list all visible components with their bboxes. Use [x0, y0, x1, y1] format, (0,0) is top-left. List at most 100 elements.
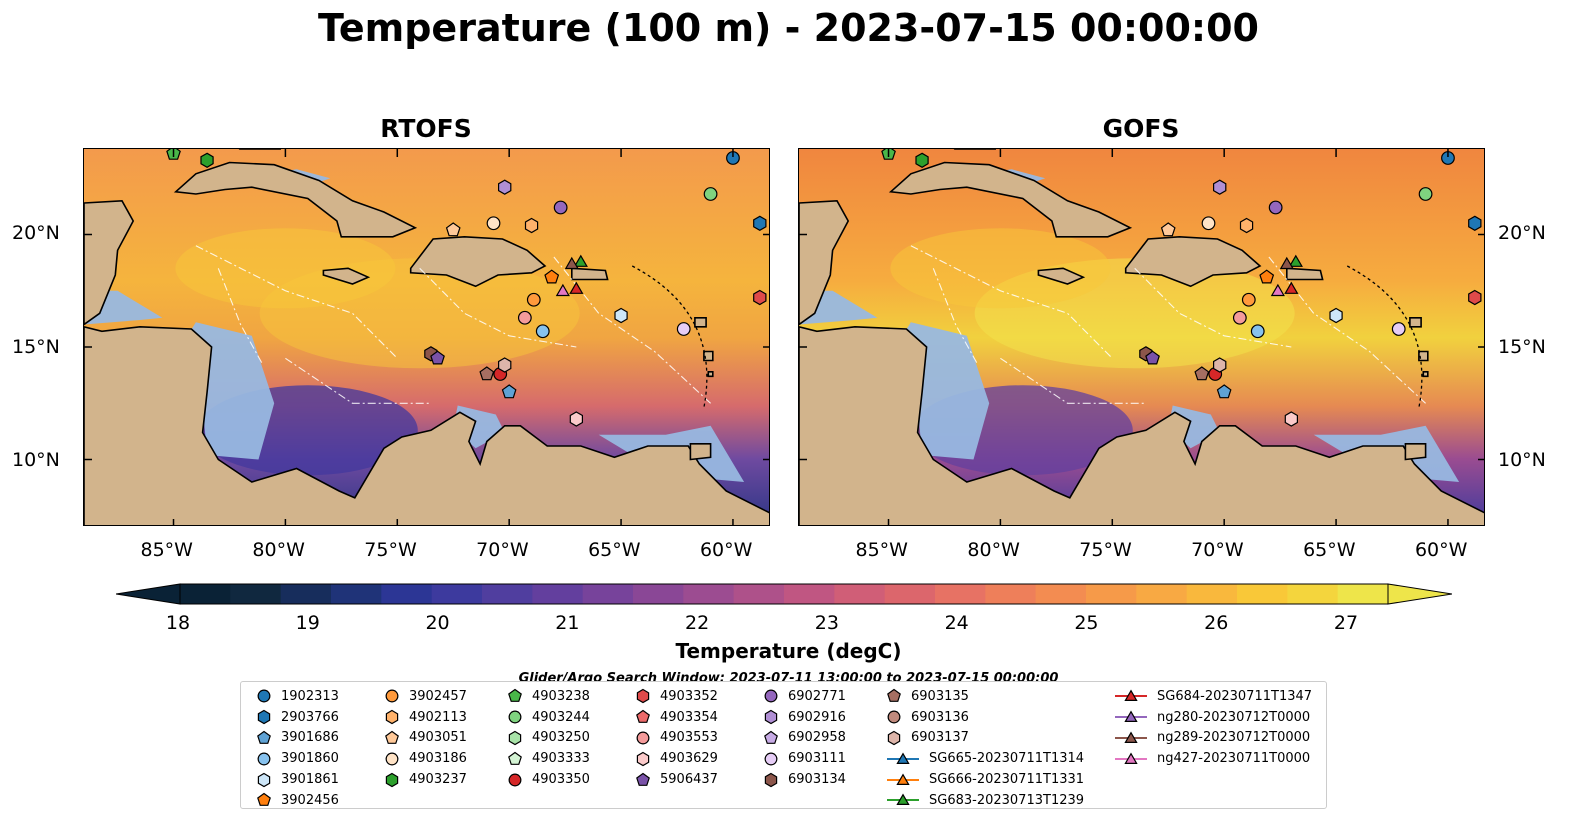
legend-label: 3902456: [281, 792, 339, 808]
circle-marker-icon: [508, 773, 522, 787]
legend-marker[interactable]: [636, 772, 650, 786]
legend-marker[interactable]: [385, 752, 399, 766]
marker-6903111[interactable]: [676, 322, 691, 336]
legend-marker[interactable]: [1124, 731, 1138, 743]
marker-4903237[interactable]: [915, 152, 929, 168]
legend-marker[interactable]: [887, 710, 901, 724]
marker-SG684-20230711T1347[interactable]: [569, 281, 584, 294]
marker-SG683-20230713T1239[interactable]: [573, 254, 588, 267]
lat-label-left: 10°N: [12, 449, 60, 471]
legend-marker[interactable]: [887, 730, 901, 746]
legend-marker[interactable]: [508, 773, 522, 787]
legend-item: 4903333: [506, 748, 590, 769]
triangle-marker-icon: [887, 793, 919, 806]
legend-label: 6903136: [911, 709, 969, 725]
legend-marker[interactable]: [896, 793, 910, 806]
marker-3901861[interactable]: [1329, 307, 1343, 324]
legend-item: ng289-20230712T0000: [1113, 728, 1312, 749]
triangle-marker-icon: [1115, 752, 1147, 764]
map-panel-rtofs[interactable]: [83, 148, 770, 526]
legend-marker[interactable]: [257, 689, 271, 703]
legend-marker[interactable]: [764, 730, 778, 744]
marker-4903244[interactable]: [703, 187, 718, 201]
legend-marker[interactable]: [385, 730, 399, 744]
legend-marker[interactable]: [257, 752, 271, 766]
legend-marker[interactable]: [764, 709, 778, 725]
legend-item: 4902113: [383, 707, 467, 728]
legend-item: SG684-20230711T1347: [1113, 686, 1312, 707]
marker-4902113[interactable]: [1239, 217, 1254, 234]
marker-3902457[interactable]: [526, 292, 541, 307]
marker-2903766[interactable]: [1468, 215, 1482, 231]
legend-marker[interactable]: [385, 689, 399, 703]
marker-4903553[interactable]: [517, 310, 532, 325]
marker-3902456[interactable]: [544, 269, 560, 284]
marker-4903051[interactable]: [1160, 222, 1176, 237]
marker-ng427-20230711T0000[interactable]: [1270, 283, 1285, 297]
marker-ng427-20230711T0000[interactable]: [555, 283, 570, 297]
legend-label: 4903352: [660, 688, 718, 704]
map-panel-gofs[interactable]: [798, 148, 1485, 526]
legend-marker[interactable]: [1124, 689, 1138, 702]
legend-marker[interactable]: [636, 709, 650, 724]
legend-marker[interactable]: [257, 730, 271, 744]
legend-marker[interactable]: [636, 689, 650, 704]
legend-marker[interactable]: [636, 731, 650, 745]
marker-SG684-20230711T1347[interactable]: [1284, 281, 1299, 294]
marker-6903137[interactable]: [498, 357, 512, 373]
marker-3901686[interactable]: [501, 384, 517, 399]
legend-marker[interactable]: [896, 773, 910, 785]
legend-item: 4903186: [383, 748, 467, 769]
marker-4903553[interactable]: [1232, 310, 1247, 325]
marker-4903629[interactable]: [569, 411, 583, 427]
marker-3902457[interactable]: [1241, 292, 1256, 307]
legend-marker[interactable]: [887, 689, 901, 703]
legend-marker[interactable]: [764, 772, 778, 787]
legend-marker[interactable]: [508, 751, 522, 765]
marker-4903186[interactable]: [1201, 216, 1216, 231]
marker-4903186[interactable]: [486, 216, 501, 231]
marker-2903766[interactable]: [753, 215, 767, 231]
legend-marker[interactable]: [636, 751, 650, 766]
marker-4903352[interactable]: [1468, 289, 1482, 306]
legend-marker[interactable]: [764, 689, 778, 703]
legend-marker[interactable]: [257, 793, 271, 807]
marker-6902916[interactable]: [498, 179, 512, 195]
lon-label: 75°W: [1079, 539, 1132, 561]
marker-ng289-20230712T0000[interactable]: [564, 256, 579, 270]
marker-6903135[interactable]: [479, 366, 495, 381]
marker-4903051[interactable]: [445, 222, 461, 237]
marker-6902771[interactable]: [1268, 200, 1283, 215]
marker-6902916[interactable]: [1213, 179, 1227, 195]
marker-4903237[interactable]: [200, 152, 214, 168]
legend-marker[interactable]: [508, 730, 522, 746]
legend-marker[interactable]: [257, 772, 271, 787]
marker-4903629[interactable]: [1284, 411, 1298, 427]
legend-marker[interactable]: [896, 752, 910, 764]
marker-6903111[interactable]: [1391, 322, 1406, 336]
legend-marker[interactable]: [385, 772, 399, 787]
marker-5906437[interactable]: [430, 350, 445, 365]
legend-marker[interactable]: [508, 710, 522, 724]
legend-marker[interactable]: [257, 709, 271, 725]
legend-item: SG665-20230711T1314: [885, 748, 1084, 769]
legend-marker[interactable]: [1124, 752, 1138, 764]
legend-marker[interactable]: [764, 752, 778, 766]
legend-marker[interactable]: [508, 689, 522, 703]
legend-marker[interactable]: [385, 709, 399, 725]
marker-4903352[interactable]: [753, 289, 767, 306]
legend-marker[interactable]: [1124, 710, 1138, 723]
marker-6903137[interactable]: [1213, 357, 1227, 373]
marker-6902771[interactable]: [553, 200, 568, 215]
marker-3901860[interactable]: [1250, 324, 1265, 339]
marker-3902456[interactable]: [1259, 269, 1275, 284]
marker-5906437[interactable]: [1145, 350, 1160, 365]
marker-3901861[interactable]: [614, 307, 628, 324]
marker-4903244[interactable]: [1418, 187, 1433, 201]
marker-ng289-20230712T0000[interactable]: [1279, 256, 1294, 270]
marker-3901686[interactable]: [1216, 384, 1232, 399]
marker-6903135[interactable]: [1194, 366, 1210, 381]
marker-SG683-20230713T1239[interactable]: [1288, 254, 1303, 267]
marker-3901860[interactable]: [535, 324, 550, 339]
marker-4902113[interactable]: [524, 217, 539, 234]
